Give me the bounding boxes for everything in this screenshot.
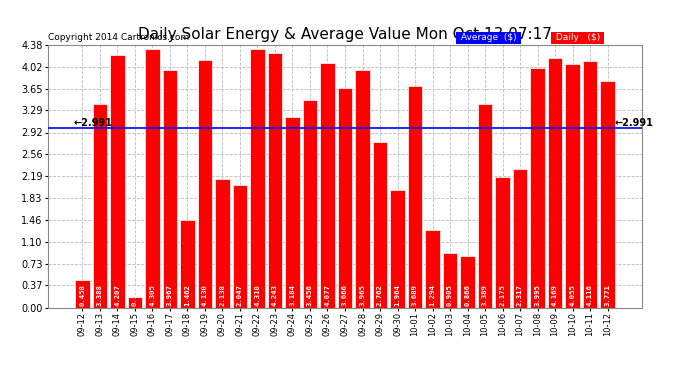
Text: 3.771: 3.771 (604, 284, 611, 306)
Bar (338, 88, 352, 308)
Text: 1.294: 1.294 (429, 284, 435, 306)
Text: 4.207: 4.207 (115, 284, 121, 306)
Text: 3.967: 3.967 (167, 284, 173, 306)
Text: Average  ($): Average ($) (457, 33, 520, 42)
Bar (146, 50, 159, 308)
Text: 2.047: 2.047 (237, 284, 243, 306)
Bar (128, 297, 142, 307)
Text: 3.965: 3.965 (359, 284, 366, 306)
Text: Daily   ($): Daily ($) (553, 33, 603, 42)
Bar (180, 220, 195, 308)
Text: 4.169: 4.169 (552, 284, 558, 306)
Text: 3.995: 3.995 (535, 284, 540, 306)
Text: 4.305: 4.305 (150, 284, 155, 306)
Bar (163, 70, 177, 308)
Text: 0.905: 0.905 (447, 284, 453, 306)
Text: ←2.991: ←2.991 (615, 118, 653, 128)
Bar (285, 117, 299, 308)
Bar (355, 70, 370, 308)
Bar (75, 280, 90, 308)
Text: 0.866: 0.866 (464, 284, 471, 306)
Bar (513, 169, 527, 308)
Bar (495, 177, 510, 308)
Text: 4.077: 4.077 (324, 284, 331, 306)
Text: 4.310: 4.310 (255, 284, 261, 306)
Text: Copyright 2014 Cartronics.com: Copyright 2014 Cartronics.com (48, 33, 190, 42)
Bar (198, 60, 212, 308)
Text: 4.116: 4.116 (587, 284, 593, 306)
Text: 3.388: 3.388 (97, 284, 103, 306)
Text: 4.055: 4.055 (569, 284, 575, 306)
Title: Daily Solar Energy & Average Value Mon Oct 13 07:17: Daily Solar Energy & Average Value Mon O… (138, 27, 552, 42)
Bar (110, 56, 125, 308)
Bar (565, 64, 580, 308)
Text: 0.458: 0.458 (79, 284, 86, 306)
Text: 4.130: 4.130 (202, 284, 208, 306)
Text: 2.762: 2.762 (377, 284, 383, 306)
Bar (583, 61, 598, 308)
Bar (408, 86, 422, 308)
Text: 3.456: 3.456 (307, 284, 313, 306)
Text: 0.178: 0.178 (132, 284, 138, 306)
Bar (268, 53, 282, 307)
Bar (478, 104, 492, 308)
Text: 1.462: 1.462 (184, 284, 190, 306)
Bar (215, 179, 230, 308)
Bar (425, 230, 440, 308)
Text: 2.138: 2.138 (219, 284, 226, 306)
Text: 2.175: 2.175 (500, 284, 506, 306)
Bar (250, 49, 265, 308)
Bar (92, 105, 107, 308)
Text: 3.184: 3.184 (290, 284, 295, 306)
Text: 3.666: 3.666 (342, 284, 348, 306)
Bar (320, 63, 335, 308)
Text: ←2.991: ←2.991 (74, 118, 112, 128)
Bar (548, 58, 562, 308)
Bar (443, 253, 457, 308)
Bar (233, 185, 247, 308)
Text: 2.317: 2.317 (517, 284, 523, 306)
Text: 1.964: 1.964 (395, 284, 400, 306)
Text: 4.243: 4.243 (272, 284, 278, 306)
Bar (531, 68, 544, 308)
Bar (303, 100, 317, 308)
Text: 3.689: 3.689 (412, 284, 418, 306)
Bar (600, 81, 615, 308)
Bar (391, 190, 405, 308)
Text: 3.389: 3.389 (482, 284, 488, 306)
Bar (373, 142, 387, 308)
Bar (460, 256, 475, 308)
